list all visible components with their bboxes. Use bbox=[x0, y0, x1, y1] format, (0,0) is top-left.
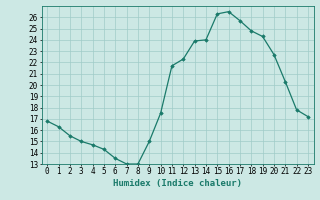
X-axis label: Humidex (Indice chaleur): Humidex (Indice chaleur) bbox=[113, 179, 242, 188]
